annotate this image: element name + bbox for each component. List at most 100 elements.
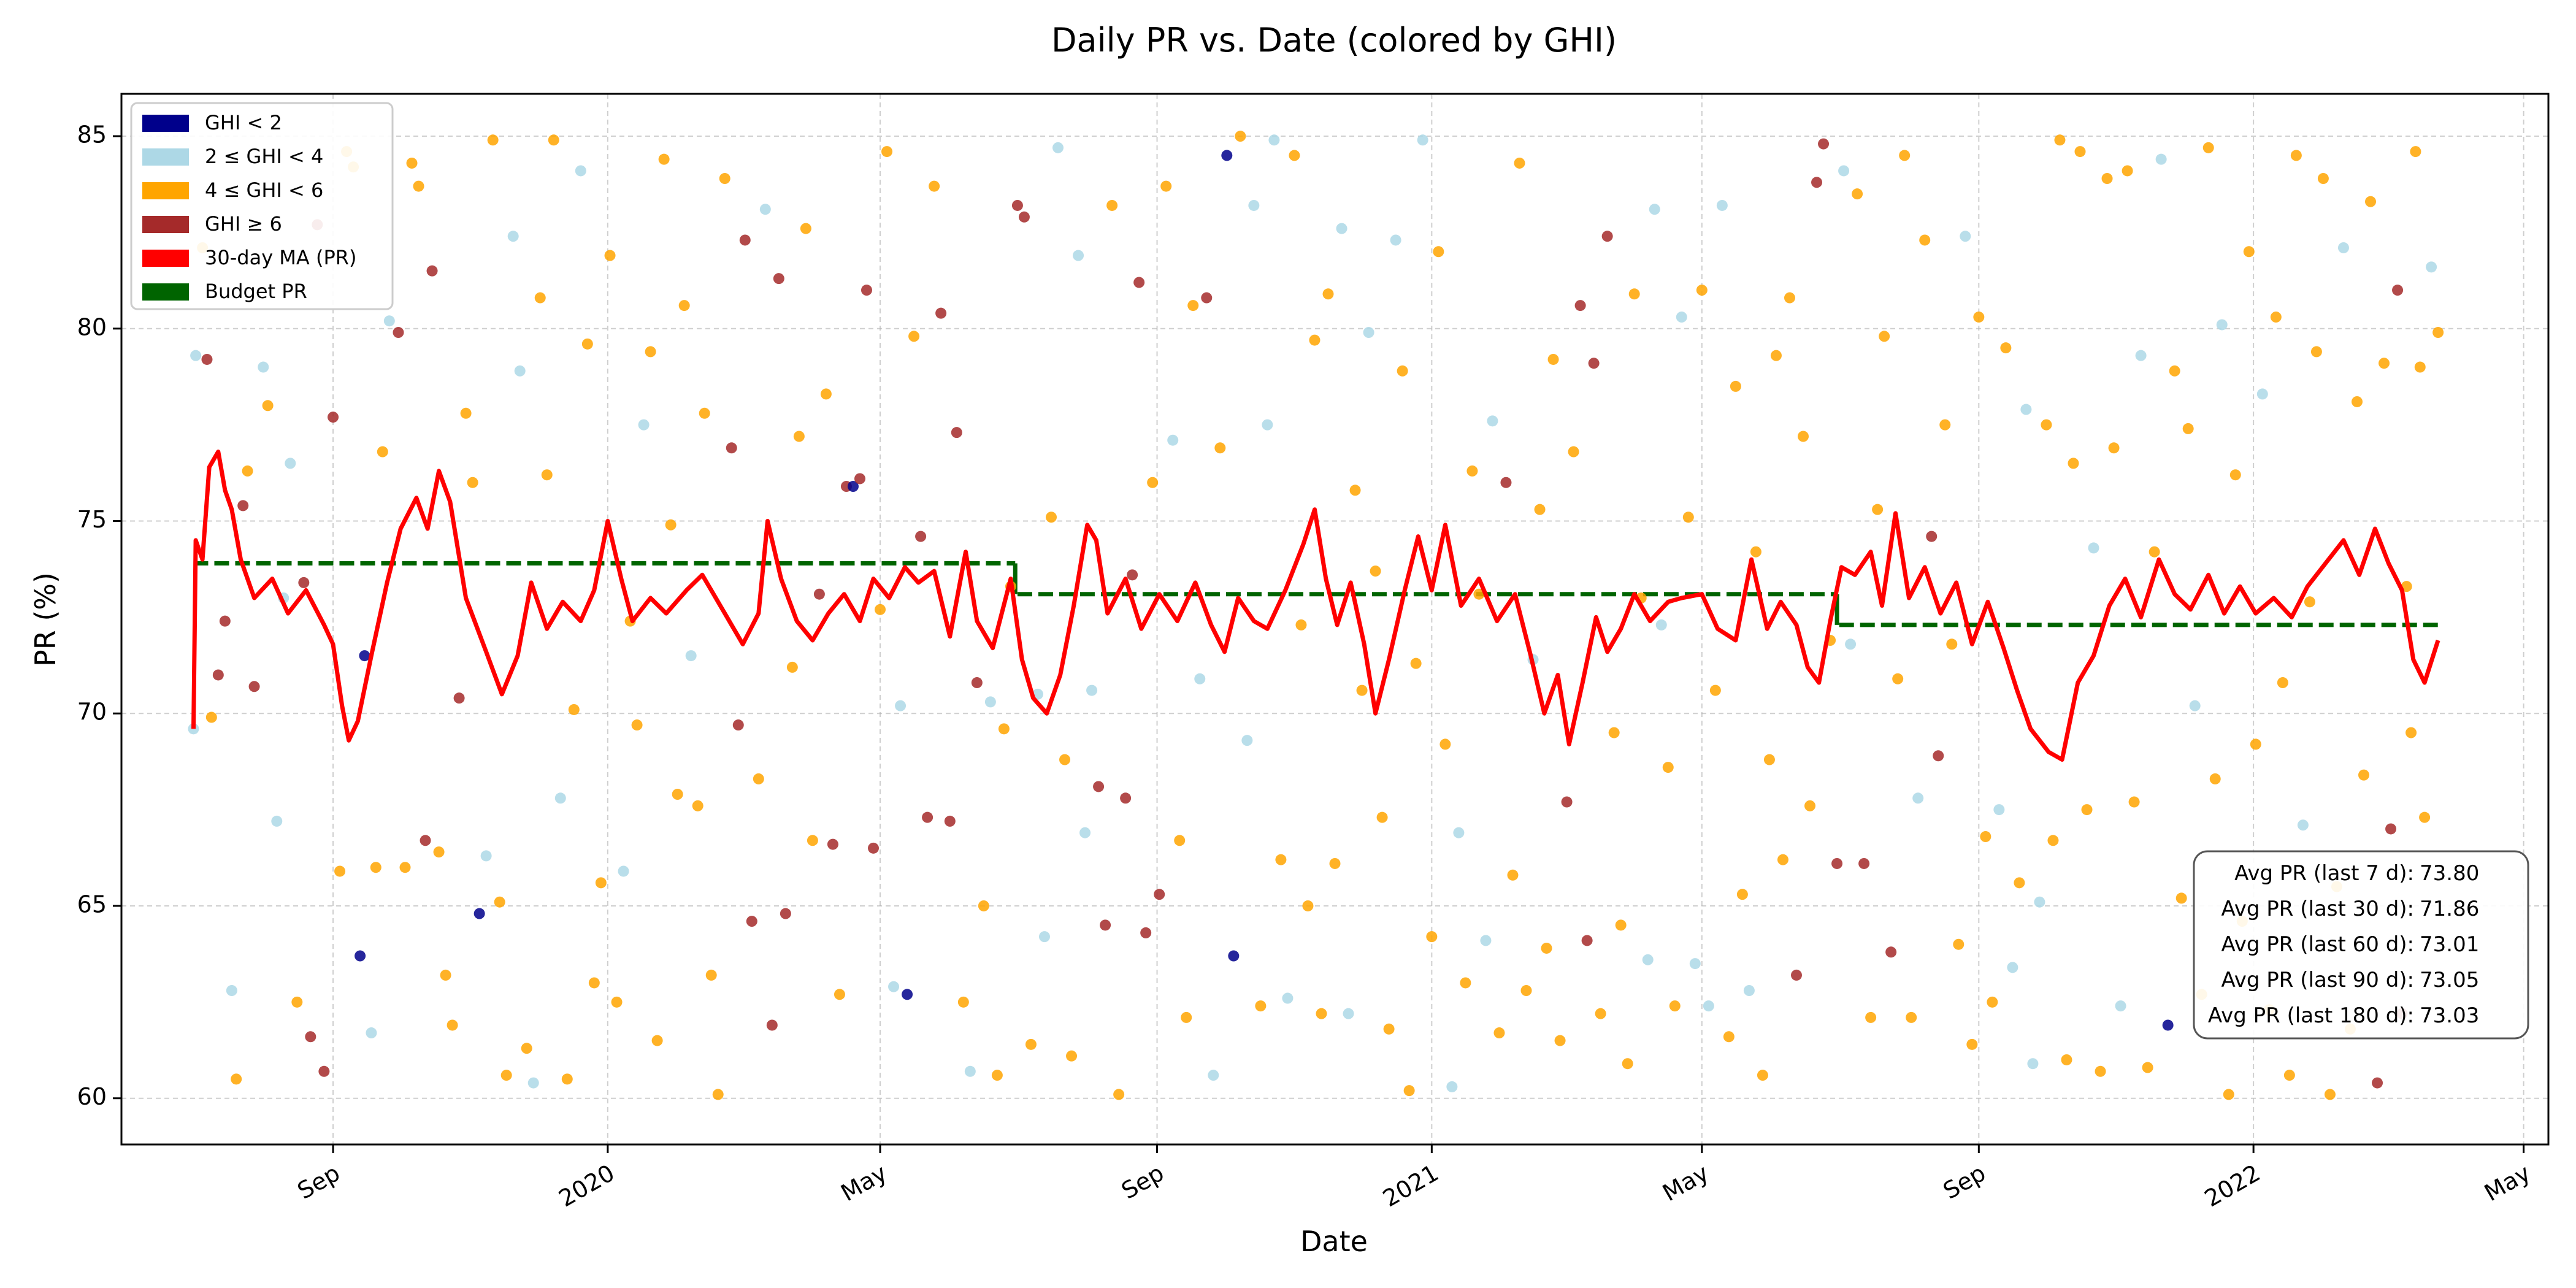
data-point	[2122, 165, 2133, 177]
data-point	[1228, 950, 1240, 962]
data-point	[726, 442, 737, 454]
data-point	[1500, 477, 1512, 488]
data-point	[1214, 442, 1226, 454]
data-point	[685, 650, 697, 662]
data-point	[1316, 1008, 1327, 1019]
data-point	[1275, 854, 1287, 865]
data-point	[1011, 199, 1023, 211]
data-point	[1181, 1011, 1192, 1023]
data-point	[1622, 1058, 1633, 1070]
data-point	[2115, 1000, 2126, 1012]
data-point	[1241, 735, 1253, 746]
legend-label-ghi-ge6: GHI ≥ 6	[205, 212, 282, 236]
data-point	[1025, 1038, 1037, 1050]
data-point	[2358, 769, 2370, 781]
data-point	[1770, 350, 1782, 361]
data-point	[1561, 796, 1573, 808]
data-point	[665, 519, 677, 531]
data-point	[1601, 231, 1613, 242]
data-point	[1045, 512, 1057, 523]
data-point	[902, 989, 913, 1000]
data-point	[2128, 796, 2140, 808]
legend-label-ghi-lt2: GHI < 2	[205, 111, 282, 134]
data-point	[1993, 804, 2005, 816]
data-point	[2243, 246, 2255, 258]
data-point	[1073, 250, 1084, 261]
data-point	[366, 1027, 377, 1039]
data-point	[2290, 150, 2302, 161]
data-point	[212, 669, 224, 681]
data-point	[1201, 292, 1213, 304]
data-point	[2175, 892, 2187, 904]
data-point	[888, 981, 900, 992]
data-point	[1912, 792, 1924, 804]
data-point	[2250, 738, 2261, 750]
data-point	[813, 588, 825, 600]
data-point	[1086, 684, 1098, 696]
data-point	[1309, 334, 1321, 346]
data-point	[1093, 781, 1105, 792]
data-point	[1194, 673, 1206, 684]
y-tick-label: 85	[77, 121, 107, 148]
data-point	[868, 842, 880, 854]
data-point	[944, 815, 956, 827]
data-point	[753, 773, 764, 784]
data-point	[1018, 211, 1030, 223]
data-point	[305, 1031, 316, 1043]
data-point	[692, 800, 703, 811]
data-point	[1343, 1008, 1354, 1019]
data-point	[672, 789, 683, 800]
legend-box	[130, 102, 394, 310]
data-point	[527, 1077, 539, 1089]
y-tick-label: 60	[77, 1083, 107, 1110]
data-point	[2108, 442, 2120, 454]
data-point	[604, 250, 616, 261]
legend-swatch-budget	[142, 283, 189, 301]
data-point	[2277, 677, 2288, 689]
data-point	[1390, 234, 1401, 246]
data-point	[1302, 900, 1314, 911]
data-point	[1750, 546, 1761, 558]
data-point	[2101, 173, 2113, 185]
data-point	[1689, 958, 1701, 970]
legend: GHI < 2 2 ≤ GHI < 4 4 ≤ GHI < 6 GHI ≥ 6 …	[130, 102, 394, 310]
data-point	[1466, 465, 1478, 477]
data-point	[922, 811, 933, 823]
data-point	[645, 346, 656, 358]
data-point	[1052, 142, 1064, 153]
data-point	[328, 412, 339, 423]
data-point	[2405, 727, 2417, 738]
data-point	[1221, 150, 1233, 161]
data-point	[1038, 931, 1050, 943]
data-point	[1811, 177, 1823, 188]
legend-swatch-ma	[142, 250, 189, 267]
data-point	[541, 469, 553, 481]
data-point	[1113, 1089, 1125, 1100]
data-point	[1417, 134, 1428, 146]
data-point	[1642, 954, 1654, 965]
data-point	[1480, 935, 1492, 946]
y-tick-label: 70	[77, 699, 107, 726]
data-point	[739, 234, 751, 246]
data-point	[548, 134, 559, 146]
data-point	[1784, 292, 1795, 304]
data-point	[2061, 1054, 2072, 1065]
data-point	[359, 650, 370, 662]
data-point	[2297, 819, 2309, 831]
data-point	[1174, 835, 1186, 846]
data-point	[2379, 358, 2390, 369]
data-point	[951, 427, 962, 439]
data-point	[1885, 946, 1897, 958]
data-point	[219, 615, 231, 627]
data-point	[285, 458, 296, 469]
data-point	[581, 338, 593, 350]
data-point	[413, 180, 424, 192]
data-point	[1160, 180, 1172, 192]
data-point	[1554, 1035, 1566, 1046]
data-point	[226, 985, 237, 997]
data-point	[1574, 300, 1586, 312]
data-point	[1703, 1000, 1714, 1012]
data-point	[1262, 419, 1273, 431]
data-point	[500, 1070, 512, 1081]
stats-value-90d: 73.05	[2420, 968, 2479, 992]
